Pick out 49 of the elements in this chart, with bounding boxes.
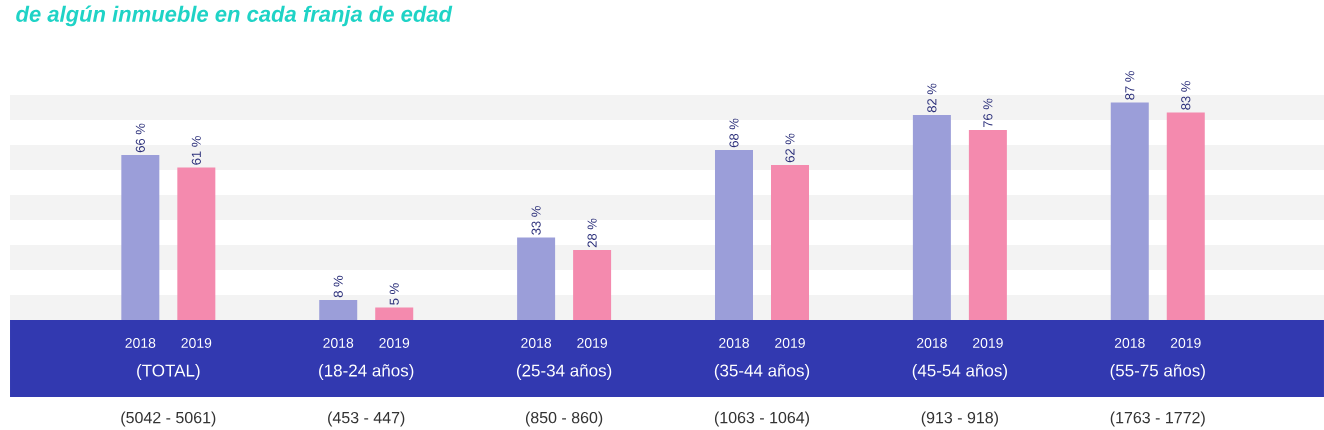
bar (968, 129, 1007, 320)
text: 2018 (323, 338, 354, 348)
x-tick-label: (25-34 años) (516, 364, 612, 380)
data-label: 8 % (333, 275, 343, 298)
text: 2018 (521, 338, 552, 348)
series-label: 2018 (125, 338, 156, 348)
bar (1166, 112, 1205, 320)
text: 2018 (917, 338, 947, 348)
text: (5042 - 5061) (121, 411, 216, 427)
bar (177, 167, 216, 320)
chart-title: de algún inmueble en cada franja de edad (16, 5, 453, 27)
bar (573, 249, 612, 320)
data-label: 61 % (191, 136, 201, 165)
bar (912, 114, 951, 320)
text: 2019 (577, 338, 608, 348)
bar (771, 164, 809, 320)
series-label: 2019 (181, 338, 212, 348)
data-label: 87 % (1125, 71, 1135, 100)
bar (1110, 102, 1149, 320)
text: 2019 (775, 338, 805, 348)
bar (121, 154, 160, 320)
data-label: 76 % (983, 98, 993, 128)
data-label: 66 % (135, 123, 145, 153)
text: 2019 (1170, 338, 1201, 348)
x-tick-label: (18-24 años) (319, 364, 414, 380)
data-label: 5 % (389, 283, 399, 305)
text: (913 - 918) (921, 411, 998, 427)
text: 2018 (1114, 338, 1145, 348)
bar (517, 237, 556, 320)
x-tick-label: (TOTAL) (137, 364, 200, 380)
text: (453 - 447) (328, 411, 405, 427)
x-tick-label: (55-75 años) (1110, 364, 1205, 380)
x-tick-label: (45-54 años) (912, 364, 1007, 380)
text: (1063 - 1064) (714, 411, 809, 427)
text: 2018 (719, 338, 749, 348)
text: (1763 - 1772) (1110, 411, 1205, 427)
text: 2019 (973, 338, 1003, 348)
data-label: 28 % (587, 218, 597, 248)
bar (319, 299, 358, 320)
bar (715, 149, 753, 320)
text: (850 - 860) (525, 411, 603, 427)
data-label: 83 % (1181, 81, 1191, 110)
x-tick-label: (35-44 años) (714, 364, 810, 380)
data-label: 33 % (531, 206, 541, 235)
bar (375, 307, 414, 320)
data-label: 62 % (785, 133, 795, 163)
data-label: 68 % (729, 118, 739, 148)
data-label: 82 % (927, 83, 937, 113)
text: 2019 (379, 338, 410, 348)
